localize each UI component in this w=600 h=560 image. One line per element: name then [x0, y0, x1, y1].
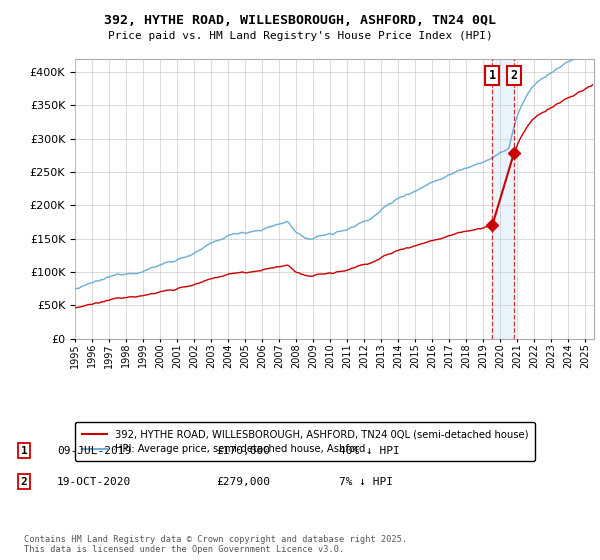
Text: £170,000: £170,000: [216, 446, 270, 456]
Text: 19-OCT-2020: 19-OCT-2020: [57, 477, 131, 487]
Text: 40% ↓ HPI: 40% ↓ HPI: [339, 446, 400, 456]
Text: 2: 2: [20, 477, 28, 487]
Text: 1: 1: [488, 69, 496, 82]
Text: 1: 1: [20, 446, 28, 456]
Text: 392, HYTHE ROAD, WILLESBOROUGH, ASHFORD, TN24 0QL: 392, HYTHE ROAD, WILLESBOROUGH, ASHFORD,…: [104, 14, 496, 27]
Text: Contains HM Land Registry data © Crown copyright and database right 2025.
This d: Contains HM Land Registry data © Crown c…: [24, 535, 407, 554]
Text: 09-JUL-2019: 09-JUL-2019: [57, 446, 131, 456]
Text: 7% ↓ HPI: 7% ↓ HPI: [339, 477, 393, 487]
Text: £279,000: £279,000: [216, 477, 270, 487]
Bar: [492, 59, 514, 339]
Legend: 392, HYTHE ROAD, WILLESBOROUGH, ASHFORD, TN24 0QL (semi-detached house), HPI: Av: 392, HYTHE ROAD, WILLESBOROUGH, ASHFORD,…: [75, 422, 535, 461]
Text: 2: 2: [511, 69, 518, 82]
Text: Price paid vs. HM Land Registry's House Price Index (HPI): Price paid vs. HM Land Registry's House …: [107, 31, 493, 41]
